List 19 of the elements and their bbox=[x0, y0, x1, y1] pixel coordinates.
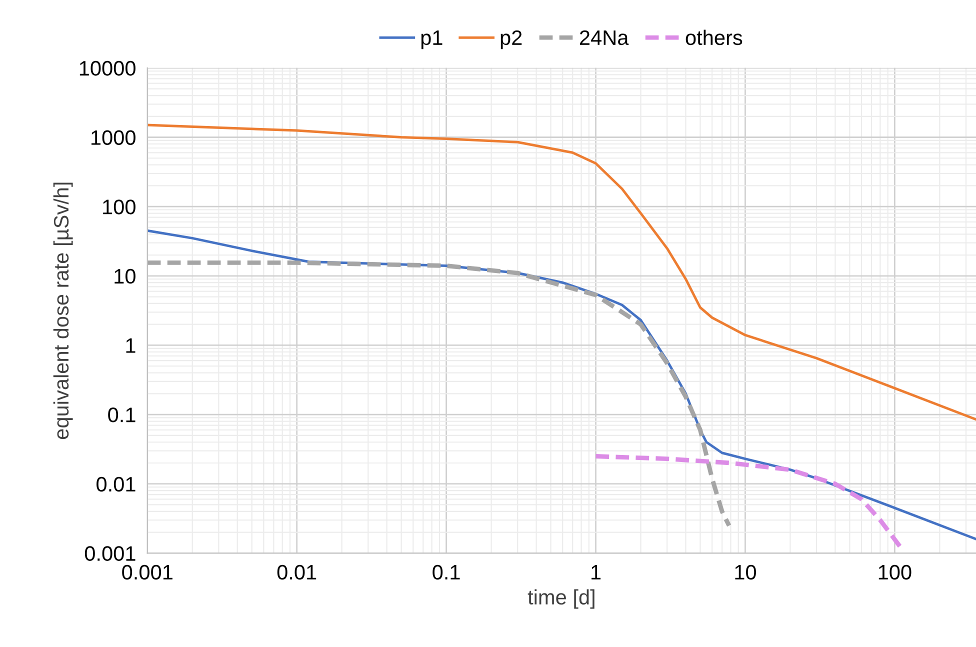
legend-label: 24Na bbox=[580, 30, 629, 46]
x-tick-label: 0.1 bbox=[432, 564, 460, 580]
x-axis-title: time [d] bbox=[528, 589, 594, 609]
y-axis-title: equivalent dose rate [µSv/h] bbox=[53, 182, 73, 440]
y-tick-label: 0.01 bbox=[96, 476, 136, 492]
x-tick-label: 10 bbox=[735, 564, 756, 580]
y-tick-label: 10 bbox=[114, 268, 136, 284]
x-tick-label: 1 bbox=[592, 565, 601, 580]
y-tick-label: 1 bbox=[126, 338, 136, 353]
legend-label: others bbox=[686, 30, 742, 46]
legend-label: p1 bbox=[421, 30, 442, 50]
y-tick-label: 1000 bbox=[92, 130, 136, 146]
y-tick-label: 0.001 bbox=[84, 546, 136, 561]
y-tick-label: 100 bbox=[103, 200, 136, 214]
legend-label: p2 bbox=[500, 30, 522, 50]
x-tick-label: 100 bbox=[878, 564, 912, 580]
y-tick-label: 0.1 bbox=[108, 408, 136, 422]
x-tick-label: 0.01 bbox=[277, 564, 316, 580]
y-tick-label: 10000 bbox=[80, 60, 136, 76]
